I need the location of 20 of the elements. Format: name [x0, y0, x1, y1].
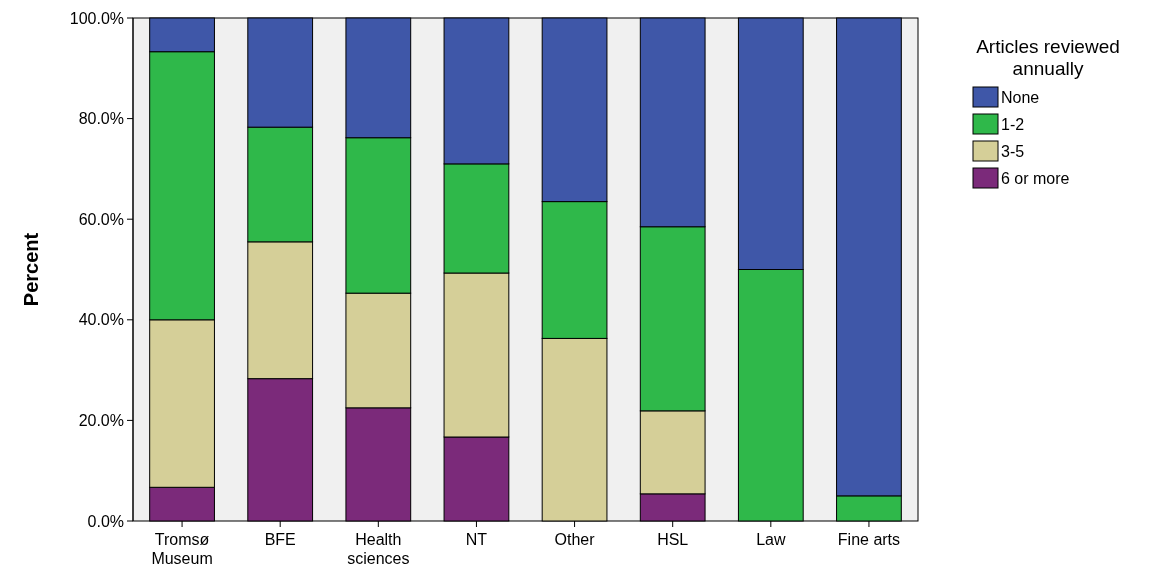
x-tick-label: Tromsø Museum — [151, 531, 213, 567]
x-tick-label: Law — [756, 531, 786, 548]
y-tick-label: 80.0% — [78, 110, 124, 128]
y-tick-label: 60.0% — [78, 210, 124, 228]
legend-label: 6 or more — [1001, 169, 1070, 187]
y-axis-title: Percent — [20, 232, 42, 307]
legend-label: 1-2 — [1001, 115, 1025, 133]
x-tick-label: Other — [554, 531, 596, 548]
x-tick-label: BFE — [264, 531, 296, 548]
legend-label: 3-5 — [1001, 142, 1025, 160]
legend-label: None — [1001, 88, 1040, 106]
y-tick-label: 0.0% — [87, 512, 124, 530]
x-tick-label: Health sciences — [347, 531, 410, 567]
y-tick-label: 40.0% — [78, 311, 124, 329]
legend-title: Articles reviewed annually — [976, 36, 1120, 79]
x-tick-label: NT — [465, 531, 488, 548]
x-tick-label: Fine arts — [837, 531, 901, 548]
y-tick-label: 100.0% — [69, 9, 124, 27]
y-tick-label: 20.0% — [78, 412, 124, 429]
x-tick-label: HSL — [657, 531, 689, 548]
